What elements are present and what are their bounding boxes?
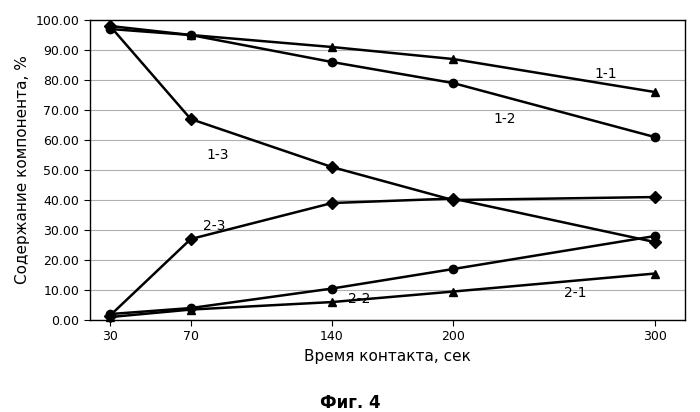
X-axis label: Время контакта, сек: Время контакта, сек <box>304 349 471 364</box>
Text: 1-2: 1-2 <box>494 112 516 126</box>
Text: 2-2: 2-2 <box>348 292 370 306</box>
Text: 2-1: 2-1 <box>564 286 587 300</box>
Text: 2-3: 2-3 <box>203 218 225 232</box>
Text: Фиг. 4: Фиг. 4 <box>320 394 380 412</box>
Y-axis label: Содержание компонента, %: Содержание компонента, % <box>15 56 30 284</box>
Text: 1-1: 1-1 <box>594 67 617 81</box>
Text: 1-3: 1-3 <box>207 148 230 162</box>
